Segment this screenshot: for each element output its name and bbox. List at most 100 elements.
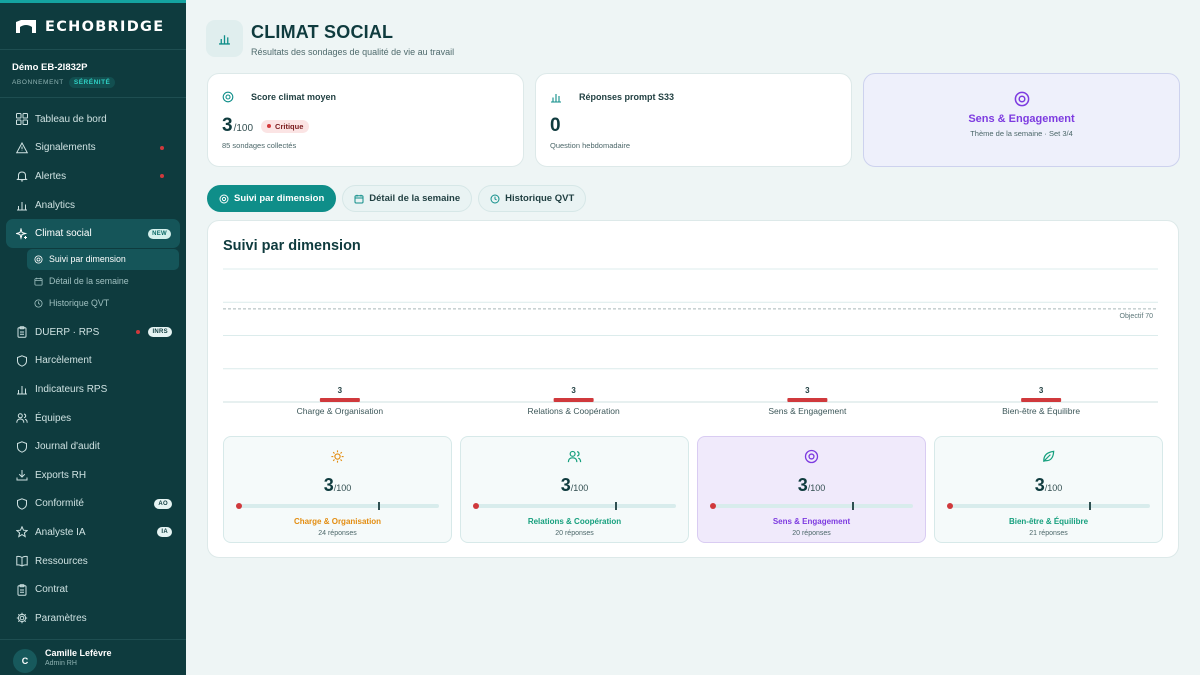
dimension-score-unit: /100: [807, 483, 826, 493]
calendar-icon: [354, 194, 364, 203]
dimension-card[interactable]: 3/100 Charge & Organisation 24 réponses: [223, 436, 452, 543]
book-icon: [15, 555, 28, 568]
progress-fill: [236, 503, 243, 509]
tab-label: Historique QVT: [505, 193, 575, 204]
target-icon: [1014, 91, 1029, 107]
sidebar-item-tableau-de-bord[interactable]: Tableau de bord: [0, 105, 186, 134]
sidebar-item-harcelement[interactable]: Harcèlement: [0, 347, 186, 376]
sidebar-item-alertes[interactable]: Alertes: [0, 162, 186, 191]
responses-card: Réponses prompt S33 0 Question hebdomada…: [535, 73, 852, 167]
sidebar-item-ressources[interactable]: Ressources: [0, 547, 186, 576]
leaf-icon: [1041, 449, 1056, 469]
sidebar-item-climat-social[interactable]: Climat social NEW: [6, 219, 180, 248]
bar-chart-icon: [206, 20, 243, 57]
sidebar-item-conformite[interactable]: Conformité AO: [0, 490, 186, 519]
notification-dot: [136, 330, 141, 335]
clock-icon: [34, 299, 43, 308]
page-subtitle: Résultats des sondages de qualité de vie…: [251, 47, 455, 57]
shield-icon: [15, 497, 28, 510]
sidebar-item-label: Conformité: [35, 498, 84, 510]
sidebar-subitem-label: Historique QVT: [49, 298, 110, 309]
users-icon: [15, 412, 28, 425]
dimension-progress-bar: [236, 502, 439, 510]
theme-subtitle: Thème de la semaine · Set 3/4: [970, 129, 1073, 138]
dimension-score-unit: /100: [1044, 483, 1063, 493]
target-icon: [219, 194, 229, 203]
target-marker: [378, 502, 380, 510]
sidebar-item-duerp-rps[interactable]: DUERP · RPS INRS: [0, 318, 186, 347]
sparkle-icon: [15, 227, 28, 240]
dimension-progress-bar: [947, 502, 1150, 510]
dimension-progress-bar: [710, 502, 913, 510]
target-label: Objectif 70: [1120, 313, 1154, 320]
theme-title: Sens & Engagement: [968, 113, 1075, 125]
clipboard-icon: [15, 583, 28, 596]
progress-fill: [473, 503, 480, 509]
inrs-badge: INRS: [148, 327, 172, 338]
page-title: CLIMAT SOCIAL: [251, 22, 394, 42]
tab-historique-qvt[interactable]: Historique QVT: [478, 185, 587, 212]
sidebar-item-equipes[interactable]: Équipes: [0, 404, 186, 433]
sidebar-accent-line: [0, 0, 186, 3]
sidebar-item-exports-rh[interactable]: Exports RH: [0, 461, 186, 490]
responses-value: 0: [550, 115, 561, 136]
view-tabs: Suivi par dimension Détail de la semaine…: [207, 185, 587, 212]
sidebar-item-label: Équipes: [35, 412, 72, 424]
responses-note: Question hebdomadaire: [550, 141, 631, 150]
score-unit: /100: [233, 123, 254, 134]
sidebar-item-label: Analytics: [35, 199, 76, 211]
sidebar-item-analyste-ia[interactable]: Analyste IA IA: [0, 518, 186, 547]
dimension-card[interactable]: 3/100 Bien-être & Équilibre 21 réponses: [934, 436, 1163, 543]
sidebar-item-signalements[interactable]: Signalements: [0, 134, 186, 163]
dimension-response-count: 20 réponses: [555, 530, 594, 537]
user-name: Camille Lefèvre: [45, 648, 112, 658]
download-icon: [15, 469, 28, 482]
account-block[interactable]: Démo EB-2I832P ABONNEMENT SÉRÉNITÉ: [0, 50, 186, 98]
dimension-name: Sens & Engagement: [772, 517, 851, 526]
shield-icon: [15, 440, 28, 453]
sidebar-subitem-detail-semaine[interactable]: Détail de la semaine: [27, 271, 179, 292]
clock-icon: [490, 194, 500, 203]
sidebar-item-label: Contrat: [35, 584, 68, 596]
users-icon: [567, 449, 582, 469]
dimension-score-value: 3: [797, 475, 808, 495]
plan-badge: SÉRÉNITÉ: [68, 77, 116, 88]
sidebar-item-analytics[interactable]: Analytics: [0, 191, 186, 220]
user-profile[interactable]: C Camille Lefèvre Admin RH: [0, 639, 186, 675]
score-card: Score climat moyen 3 /100 Critique 85 so…: [207, 73, 524, 167]
sidebar-item-journal-audit[interactable]: Journal d'audit: [0, 432, 186, 461]
dimension-score: 3/100: [1035, 475, 1063, 496]
bridge-logo-icon: [16, 20, 36, 33]
theme-card[interactable]: Sens & Engagement Thème de la semaine · …: [863, 73, 1180, 167]
dimension-score: 3/100: [798, 475, 826, 496]
dimension-response-count: 24 réponses: [318, 530, 357, 537]
progress-fill: [710, 503, 717, 509]
bar-value-label: 3: [571, 386, 576, 395]
dimension-response-count: 21 réponses: [1029, 530, 1068, 537]
dimension-bar-chart: Objectif 70 3 Charge & Organisation 3 Relati…: [223, 268, 1158, 416]
tab-detail-semaine[interactable]: Détail de la semaine: [342, 185, 473, 212]
tab-suivi-par-dimension[interactable]: Suivi par dimension: [207, 185, 337, 212]
sidebar-subitem-suivi-par-dimension[interactable]: Suivi par dimension: [27, 248, 179, 270]
sidebar-subitem-historique-qvt[interactable]: Historique QVT: [27, 293, 179, 314]
ia-badge: IA: [157, 527, 172, 538]
dimension-response-count: 20 réponses: [792, 530, 831, 537]
chart-bar: [553, 398, 594, 402]
sidebar-item-parametres[interactable]: Paramètres: [0, 604, 186, 633]
status-badge: Critique: [261, 119, 310, 133]
dimension-name: Relations & Coopération: [527, 517, 622, 526]
main-content: CLIMAT SOCIAL Résultats des sondages de …: [186, 0, 1200, 675]
sidebar-item-contrat[interactable]: Contrat: [0, 575, 186, 604]
category-label: Charge & Organisation: [297, 406, 384, 416]
dimension-score: 3/100: [561, 475, 589, 496]
chart-bar: [319, 398, 360, 402]
brand-logo[interactable]: ECHOBRIDGE: [0, 3, 186, 50]
sidebar-item-label: Indicateurs RPS: [35, 383, 108, 395]
category-label: Bien-être & Équilibre: [1002, 406, 1080, 416]
tab-label: Détail de la semaine: [369, 193, 461, 204]
dimension-card[interactable]: 3/100 Sens & Engagement 20 réponses: [697, 436, 926, 543]
sidebar-item-indicateurs-rps[interactable]: Indicateurs RPS: [0, 375, 186, 404]
grid-icon: [15, 113, 28, 126]
climat-social-subnav: Suivi par dimension Détail de la semaine…: [0, 248, 186, 318]
dimension-card[interactable]: 3/100 Relations & Coopération 20 réponses: [460, 436, 689, 543]
